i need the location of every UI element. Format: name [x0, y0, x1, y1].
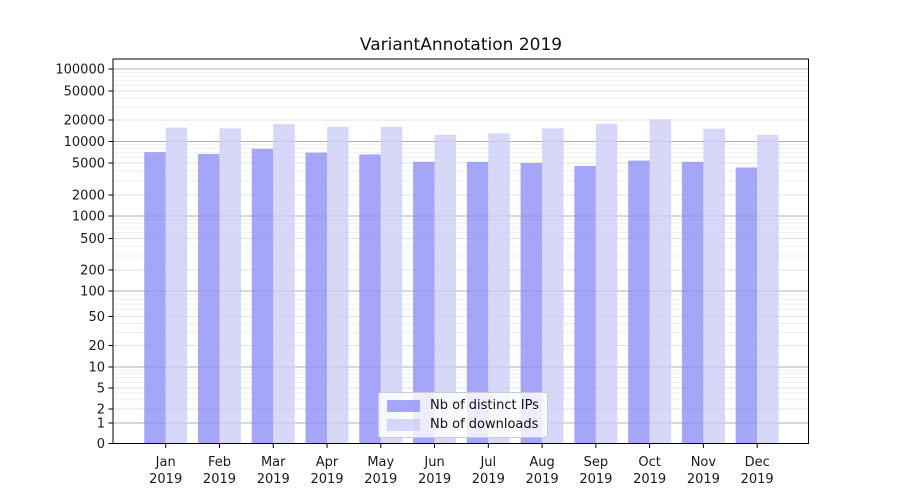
bars: [144, 119, 779, 444]
x-tick-label-month: Oct: [638, 455, 660, 470]
bar-downloads-oct: [649, 119, 672, 444]
x-tick-label-year: 2019: [526, 472, 559, 487]
bar-downloads-nov: [703, 128, 725, 444]
y-tick-label: 0: [97, 437, 105, 452]
bar-downloads-may: [380, 126, 403, 444]
x-tick-label-year: 2019: [472, 472, 505, 487]
y-tick-label: 5000: [72, 157, 105, 172]
y-tick-label: 20: [88, 339, 105, 354]
plot-border: [112, 58, 809, 444]
y-tick-label: 100: [80, 285, 105, 300]
x-tick-label-year: 2019: [687, 472, 720, 487]
bar-distinct-ips-feb: [197, 153, 220, 444]
bar-downloads-aug: [542, 128, 564, 444]
y-tick-label: 1: [97, 417, 105, 432]
x-tick-label-year: 2019: [741, 472, 774, 487]
y-tick-label: 5: [97, 382, 105, 397]
bar-distinct-ips-may: [359, 154, 381, 444]
bar-distinct-ips-dec: [735, 167, 758, 444]
legend-item-distinct-ips: Nb of distinct IPs: [387, 398, 539, 413]
bar-distinct-ips-jul: [466, 161, 489, 444]
y-tick-label: 500: [80, 232, 105, 247]
x-tick-label-month: Jan: [155, 455, 176, 470]
y-tick-label: 1000: [72, 210, 105, 225]
x-tick-label-month: Jul: [479, 455, 496, 470]
x-tick-label-month: Feb: [208, 455, 231, 470]
y-tick-label: 50: [88, 310, 105, 325]
y-tick-label: 10: [88, 361, 105, 376]
x-tick-label-year: 2019: [364, 472, 397, 487]
x-tick-label-year: 2019: [149, 472, 182, 487]
legend-item-downloads: Nb of downloads: [387, 417, 539, 432]
bar-distinct-ips-apr: [305, 152, 328, 444]
y-tick-label: 2000: [72, 189, 105, 204]
bar-distinct-ips-jan: [144, 152, 166, 444]
legend: Nb of distinct IPs Nb of downloads: [378, 392, 548, 438]
x-tick-label-month: May: [367, 455, 394, 470]
bar-downloads-dec: [757, 134, 779, 444]
legend-label-downloads: Nb of downloads: [430, 417, 539, 432]
x-tick-label-year: 2019: [257, 472, 290, 487]
y-tick-label: 20000: [64, 114, 105, 129]
x-tick-label-month: Jun: [423, 455, 444, 470]
bar-downloads-feb: [219, 128, 241, 444]
x-tick-label-month: Nov: [691, 455, 717, 470]
bar-downloads-mar: [273, 123, 295, 444]
y-tick-label: 100000: [55, 63, 105, 78]
y-tick-label: 200: [80, 264, 105, 279]
bar-downloads-apr: [327, 126, 349, 444]
bar-distinct-ips-mar: [251, 148, 274, 444]
x-tick-label-month: Mar: [261, 455, 286, 470]
legend-label-distinct-ips: Nb of distinct IPs: [430, 398, 539, 413]
bar-downloads-sep: [595, 123, 618, 444]
y-tick-label: 2: [97, 403, 105, 418]
bar-downloads-jul: [488, 133, 510, 444]
x-tick-label-year: 2019: [579, 472, 612, 487]
bar-distinct-ips-aug: [520, 163, 543, 444]
x-tick-label-month: Apr: [316, 455, 339, 470]
x-tick-label-month: Aug: [529, 455, 554, 470]
x-tick-label-year: 2019: [310, 472, 343, 487]
x-tick-label-year: 2019: [633, 472, 666, 487]
chart-title: VariantAnnotation 2019: [359, 35, 563, 55]
legend-swatch-downloads: [387, 418, 420, 431]
x-tick-label-year: 2019: [418, 472, 451, 487]
bar-downloads-jan: [165, 127, 188, 444]
bar-distinct-ips-oct: [628, 160, 650, 444]
x-tick-label-month: Sep: [584, 455, 609, 470]
x-axis: Jan 2019 Feb 2019 Mar 2019 Apr 2019 May 2019 Jun 20…: [149, 443, 774, 487]
y-tick-label: 50000: [64, 85, 105, 100]
y-tick-label: 10000: [64, 135, 105, 150]
legend-swatch-distinct-ips: [387, 399, 420, 412]
y-axis: 0 12 5 10 20 50 100 200 500 1000 2000 5000 10000 2000…: [55, 63, 113, 452]
x-tick-label-year: 2019: [203, 472, 236, 487]
bar-distinct-ips-jun: [413, 161, 435, 444]
bar-downloads-jun: [434, 134, 457, 444]
bar-distinct-ips-nov: [681, 161, 704, 444]
bar-distinct-ips-sep: [574, 165, 596, 444]
x-tick-label-month: Dec: [745, 455, 770, 470]
